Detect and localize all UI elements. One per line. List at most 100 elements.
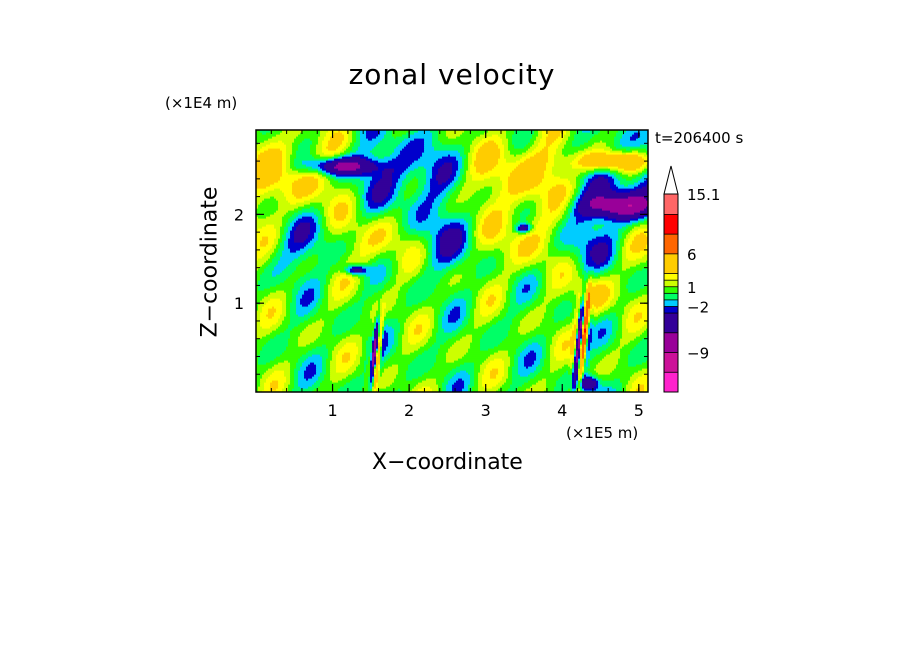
field-cell: [594, 386, 599, 389]
field-cell: [278, 204, 305, 207]
field-cell: [294, 222, 301, 225]
field-cell: [464, 218, 473, 221]
field-cell: [270, 184, 293, 187]
field-cell: [354, 362, 361, 365]
field-cell: [626, 224, 633, 227]
field-cell: [590, 328, 593, 331]
field-cell: [256, 316, 261, 319]
field-cell: [512, 202, 521, 205]
field-cell: [616, 260, 623, 263]
field-cell: [444, 380, 449, 383]
field-cell: [374, 390, 377, 392]
field-cell: [318, 254, 343, 257]
field-cell: [448, 200, 457, 203]
field-cell: [476, 224, 479, 227]
field-cell: [474, 310, 481, 313]
field-cell: [320, 318, 323, 321]
field-cell: [546, 336, 553, 339]
field-cell: [294, 382, 299, 385]
field-cell: [256, 364, 275, 367]
field-cell: [512, 368, 519, 371]
field-cell: [578, 362, 581, 365]
field-cell: [370, 382, 373, 385]
field-cell: [644, 220, 648, 223]
field-cell: [414, 202, 423, 205]
field-cell: [510, 172, 545, 175]
field-cell: [444, 314, 449, 317]
field-cell: [402, 210, 409, 213]
field-cell: [542, 346, 547, 349]
field-cell: [474, 324, 483, 327]
field-cell: [408, 328, 415, 331]
field-cell: [584, 220, 613, 223]
field-cell: [424, 262, 429, 265]
field-cell: [462, 232, 467, 235]
field-cell: [614, 286, 621, 289]
field-cell: [614, 178, 619, 181]
field-cell: [356, 216, 367, 219]
field-cell: [598, 376, 631, 379]
field-cell: [278, 362, 291, 365]
field-cell: [276, 284, 295, 287]
field-cell: [586, 346, 589, 349]
field-cell: [356, 208, 361, 211]
field-cell: [466, 172, 471, 175]
field-cell: [264, 384, 271, 387]
field-cell: [374, 338, 377, 341]
field-cell: [442, 232, 463, 235]
field-cell: [526, 228, 529, 231]
field-cell: [324, 188, 351, 191]
field-cell: [378, 352, 381, 355]
field-cell: [500, 284, 509, 287]
field-cell: [362, 352, 367, 355]
field-cell: [514, 282, 519, 285]
field-cell: [582, 254, 587, 257]
field-cell: [306, 378, 309, 381]
field-cell: [374, 356, 377, 359]
field-cell: [396, 218, 403, 221]
field-cell: [440, 236, 463, 239]
field-cell: [302, 294, 315, 297]
field-cell: [304, 200, 331, 203]
field-cell: [574, 210, 579, 213]
field-cell: [298, 314, 305, 317]
field-cell: [314, 232, 319, 235]
field-cell: [580, 366, 583, 369]
field-cell: [432, 234, 437, 237]
velocity-field: [256, 130, 648, 392]
field-cell: [508, 222, 513, 225]
field-cell: [612, 326, 619, 329]
field-cell: [432, 172, 439, 175]
field-cell: [256, 202, 261, 205]
field-cell: [378, 306, 381, 309]
field-cell: [598, 310, 605, 313]
field-cell: [276, 264, 289, 267]
field-cell: [302, 176, 315, 179]
field-cell: [602, 378, 615, 381]
field-cell: [316, 338, 343, 341]
field-cell: [444, 196, 451, 199]
field-cell: [442, 268, 453, 271]
field-cell: [592, 248, 609, 251]
field-cell: [266, 362, 279, 365]
field-cell: [362, 172, 383, 175]
field-cell: [466, 174, 473, 177]
field-cell: [474, 320, 491, 323]
field-cell: [578, 310, 581, 313]
field-cell: [318, 184, 325, 187]
field-cell: [296, 280, 307, 283]
field-cell: [576, 180, 581, 183]
field-cell: [632, 250, 641, 253]
field-cell: [644, 168, 648, 171]
field-cell: [338, 260, 347, 263]
field-cell: [586, 284, 589, 287]
field-cell: [456, 380, 465, 383]
field-cell: [586, 250, 591, 253]
field-cell: [324, 232, 333, 235]
field-cell: [428, 340, 437, 343]
field-cell: [422, 326, 431, 329]
field-cell: [372, 344, 375, 347]
field-cell: [326, 176, 331, 179]
field-cell: [434, 324, 439, 327]
field-cell: [592, 226, 603, 229]
